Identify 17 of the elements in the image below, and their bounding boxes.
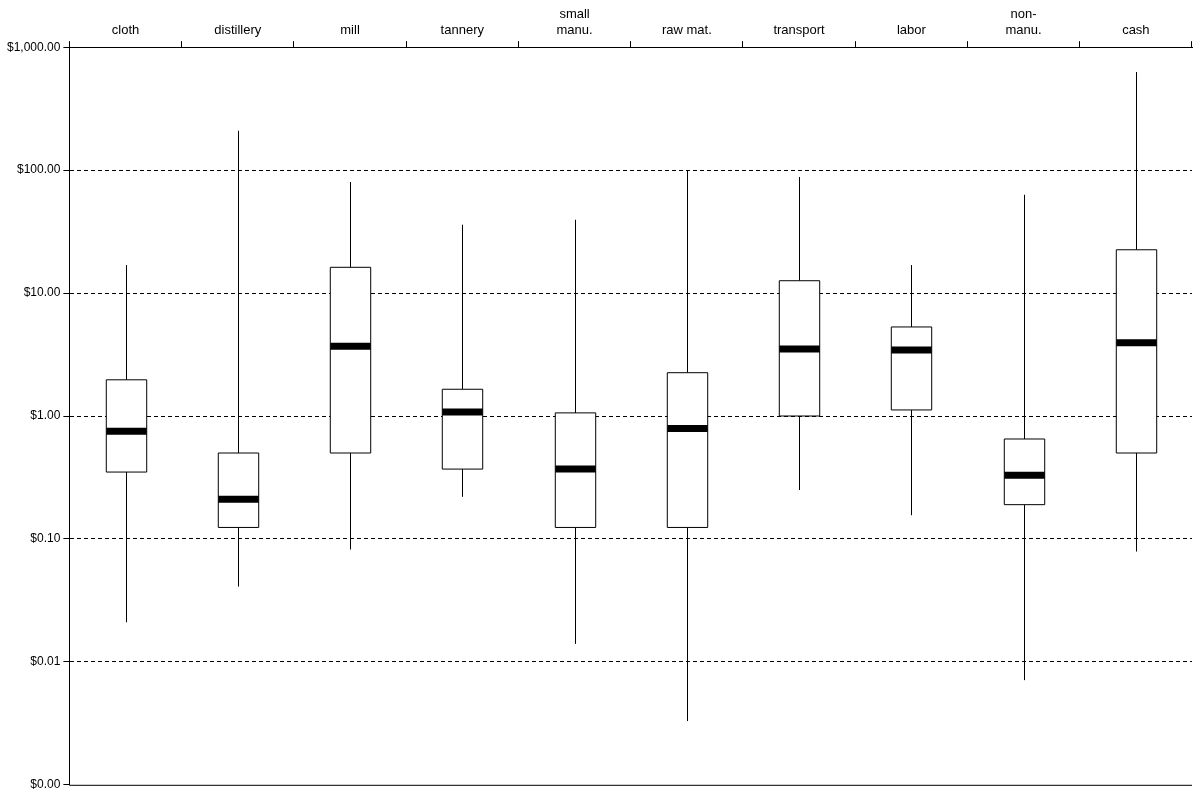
x-tick-label: cloth xyxy=(111,21,140,37)
x-tick-label: distillery xyxy=(214,21,262,37)
x-tick-label: mill xyxy=(340,21,360,37)
y-tick-label: $0.10 xyxy=(30,531,61,546)
x-tick-label: labor xyxy=(896,21,927,37)
y-tick-label: $10.00 xyxy=(23,285,61,300)
y-tick-label: $1,000.00 xyxy=(6,39,61,54)
x-tick-label: raw mat. xyxy=(661,21,712,37)
x-tick-label: small manu. xyxy=(556,6,593,37)
x-tick-label: non-manu. xyxy=(1005,6,1042,37)
x-tick-label: tannery xyxy=(440,21,485,37)
y-tick-label: $1.00 xyxy=(30,408,61,423)
y-tick-label: $0.00 xyxy=(30,777,61,792)
y-tick-label: $0.01 xyxy=(30,654,61,669)
x-tick-label: transport xyxy=(773,21,826,37)
y-tick-label: $100.00 xyxy=(16,162,61,177)
x-tick-label: cash xyxy=(1122,21,1150,37)
